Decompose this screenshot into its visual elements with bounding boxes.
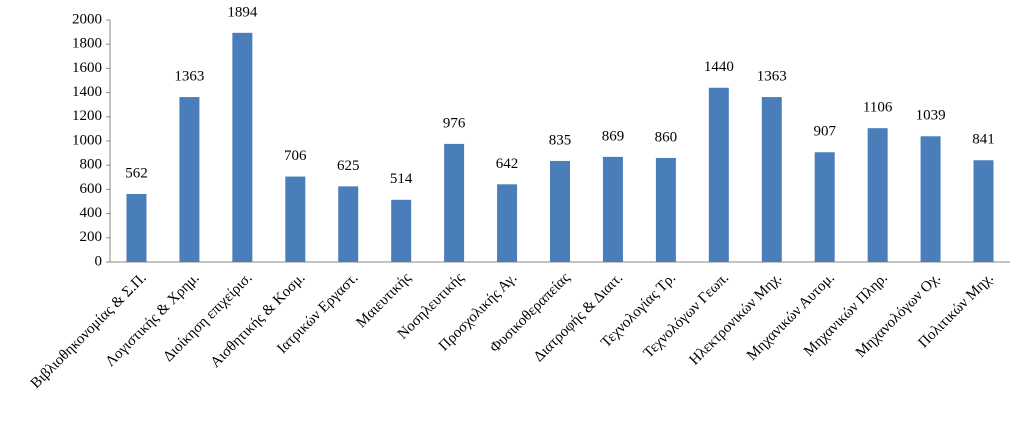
x-tick-label: Διατροφής & Διαιτ.: [531, 270, 626, 365]
y-tick-label: 1600: [72, 60, 102, 76]
y-tick-label: 2000: [72, 11, 102, 27]
bar: [444, 143, 465, 262]
bar: [179, 97, 200, 263]
y-tick-label: 1200: [72, 108, 102, 124]
bar: [867, 128, 888, 262]
y-tick-label: 400: [80, 205, 103, 221]
data-label: 514: [390, 171, 413, 187]
x-tick-label: Μηχανικών Αυτομ.: [744, 270, 838, 364]
data-label: 706: [284, 148, 307, 164]
bar: [497, 184, 518, 262]
data-label: 976: [443, 115, 466, 131]
data-label: 562: [125, 165, 148, 181]
x-tick-label: Αισθητικής & Κοσμ.: [208, 270, 309, 371]
bar: [550, 160, 570, 262]
data-label: 860: [655, 129, 678, 145]
y-tick-label: 0: [95, 253, 103, 269]
x-tick-label: Ηλεκτρονικών Μηχ.: [687, 270, 785, 368]
x-tick-label: Διοίκηση επιχείρισ.: [160, 270, 255, 365]
x-tick-label: Λογιστικής & Χρημ.: [103, 270, 203, 370]
bar: [814, 152, 835, 262]
data-label: 907: [813, 124, 836, 140]
bar: [920, 136, 941, 262]
data-label: 835: [549, 132, 572, 148]
data-label: 841: [972, 132, 995, 148]
y-tick-label: 600: [80, 181, 103, 197]
y-tick-label: 1800: [72, 36, 102, 52]
data-label: 1106: [863, 100, 893, 116]
data-label: 1440: [704, 59, 734, 75]
data-label: 625: [337, 158, 360, 174]
data-label: 1363: [757, 69, 787, 85]
bar: [232, 32, 253, 262]
data-label: 642: [496, 156, 519, 172]
bar: [285, 176, 306, 262]
bar: [708, 87, 729, 262]
data-label: 1894: [227, 4, 258, 20]
bar: [655, 157, 676, 262]
bar: [761, 97, 782, 263]
y-tick-label: 1400: [72, 84, 102, 100]
bar: [391, 199, 412, 262]
y-tick-label: 1000: [72, 132, 102, 148]
bar: [602, 156, 623, 262]
data-label: 1363: [174, 69, 204, 85]
y-tick-label: 200: [80, 229, 103, 245]
data-label: 869: [602, 128, 625, 144]
bar: [338, 186, 359, 262]
y-tick-label: 800: [80, 157, 103, 173]
data-label: 1039: [916, 108, 946, 124]
bar: [973, 160, 994, 262]
bar: [126, 193, 147, 262]
